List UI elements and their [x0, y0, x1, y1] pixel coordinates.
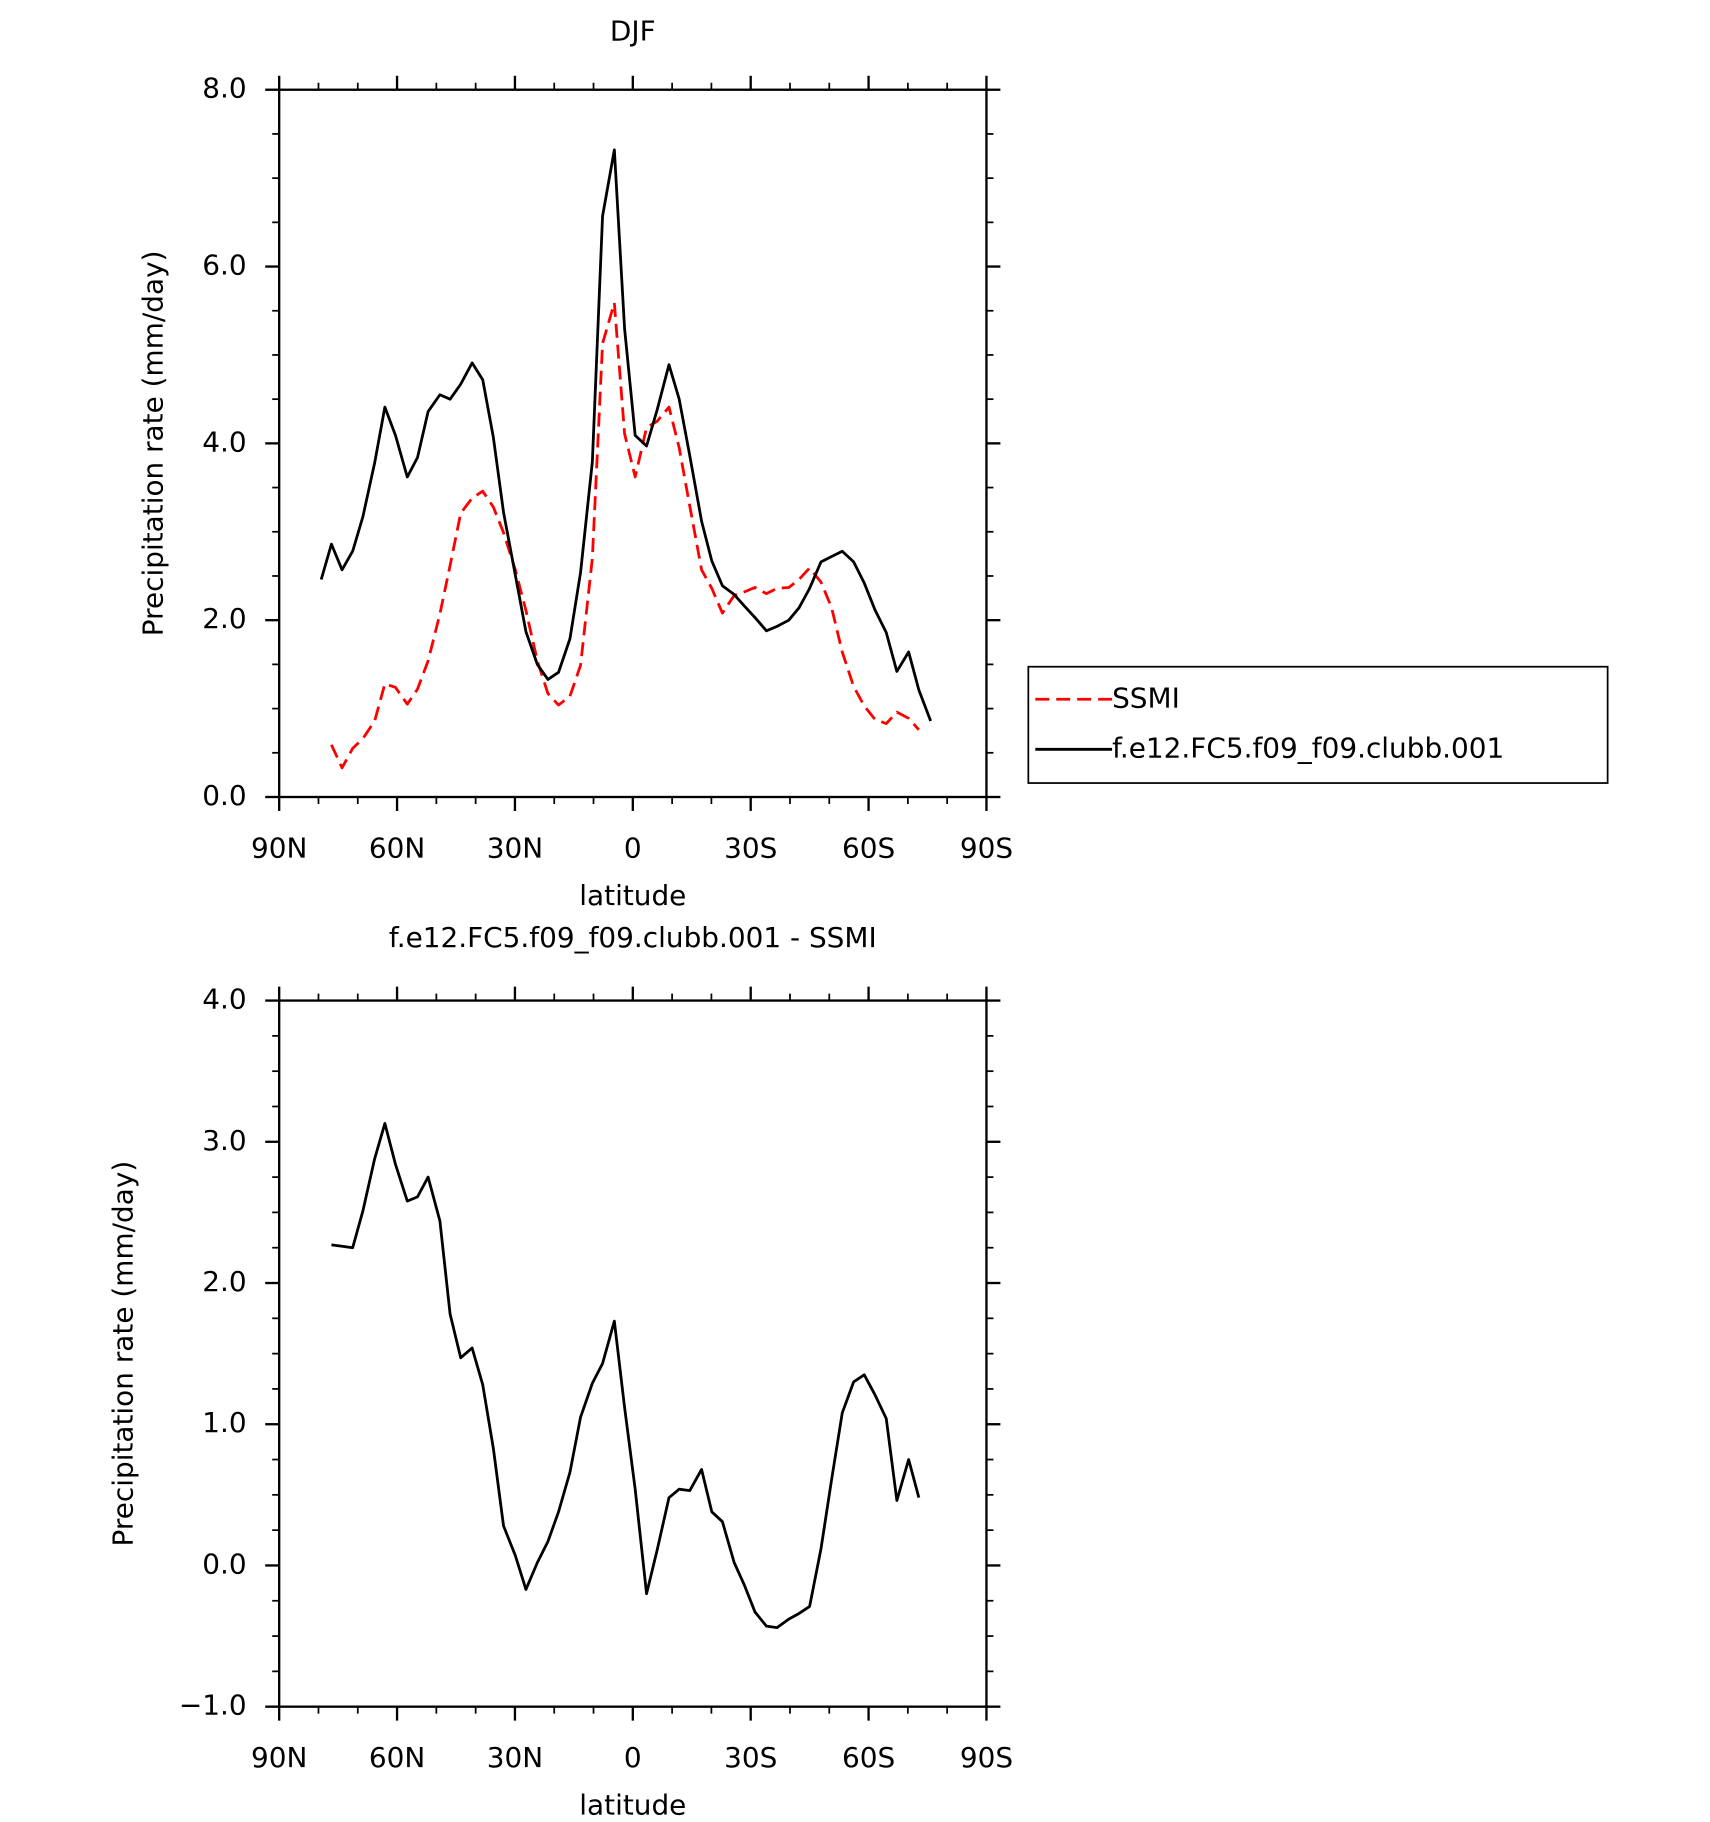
x-tick-label: 60S — [842, 831, 895, 864]
chart-title: DJF — [610, 15, 656, 48]
y-axis-label: Precipitation rate (mm/day) — [137, 251, 170, 637]
y-tick-label: 8.0 — [202, 72, 246, 105]
data-line — [330, 301, 920, 770]
x-tick-label: 90S — [960, 831, 1013, 864]
x-axis-label: latitude — [579, 1789, 686, 1822]
y-tick-label: 2.0 — [202, 602, 246, 635]
chart-title: f.e12.FC5.f09_f09.clubb.001 - SSMI — [389, 921, 877, 954]
x-tick-label: 0 — [624, 831, 642, 864]
x-tick-label: 60N — [369, 1741, 425, 1774]
y-tick-label: 1.0 — [202, 1406, 246, 1439]
y-tick-label: 6.0 — [202, 249, 246, 282]
x-tick-label: 60N — [369, 831, 425, 864]
x-tick-label: 90N — [251, 1741, 307, 1774]
x-axis-label: latitude — [579, 879, 686, 912]
x-tick-label: 0 — [624, 1741, 642, 1774]
y-tick-label: 3.0 — [202, 1124, 246, 1157]
legend-box — [1027, 665, 1609, 784]
plot-frame — [278, 88, 988, 799]
x-tick-label: 60S — [842, 1741, 895, 1774]
x-tick-label: 30S — [724, 1741, 777, 1774]
y-tick-label: −1.0 — [179, 1689, 247, 1722]
legend-label: f.e12.FC5.f09_f09.clubb.001 — [1112, 731, 1504, 764]
x-tick-label: 30N — [487, 1741, 543, 1774]
x-tick-label: 90N — [251, 831, 307, 864]
plot-frame — [278, 999, 988, 1708]
legend-label: SSMI — [1112, 681, 1180, 714]
data-line — [331, 1122, 921, 1629]
y-tick-label: 4.0 — [202, 425, 246, 458]
data-line — [319, 148, 932, 722]
x-tick-label: 90S — [960, 1741, 1013, 1774]
y-tick-label: 2.0 — [202, 1265, 246, 1298]
y-tick-label: 0.0 — [202, 1547, 246, 1580]
y-tick-label: 0.0 — [202, 779, 246, 812]
y-axis-label: Precipitation rate (mm/day) — [106, 1161, 139, 1547]
y-tick-label: 4.0 — [202, 983, 246, 1016]
x-tick-label: 30N — [487, 831, 543, 864]
x-tick-label: 30S — [724, 831, 777, 864]
